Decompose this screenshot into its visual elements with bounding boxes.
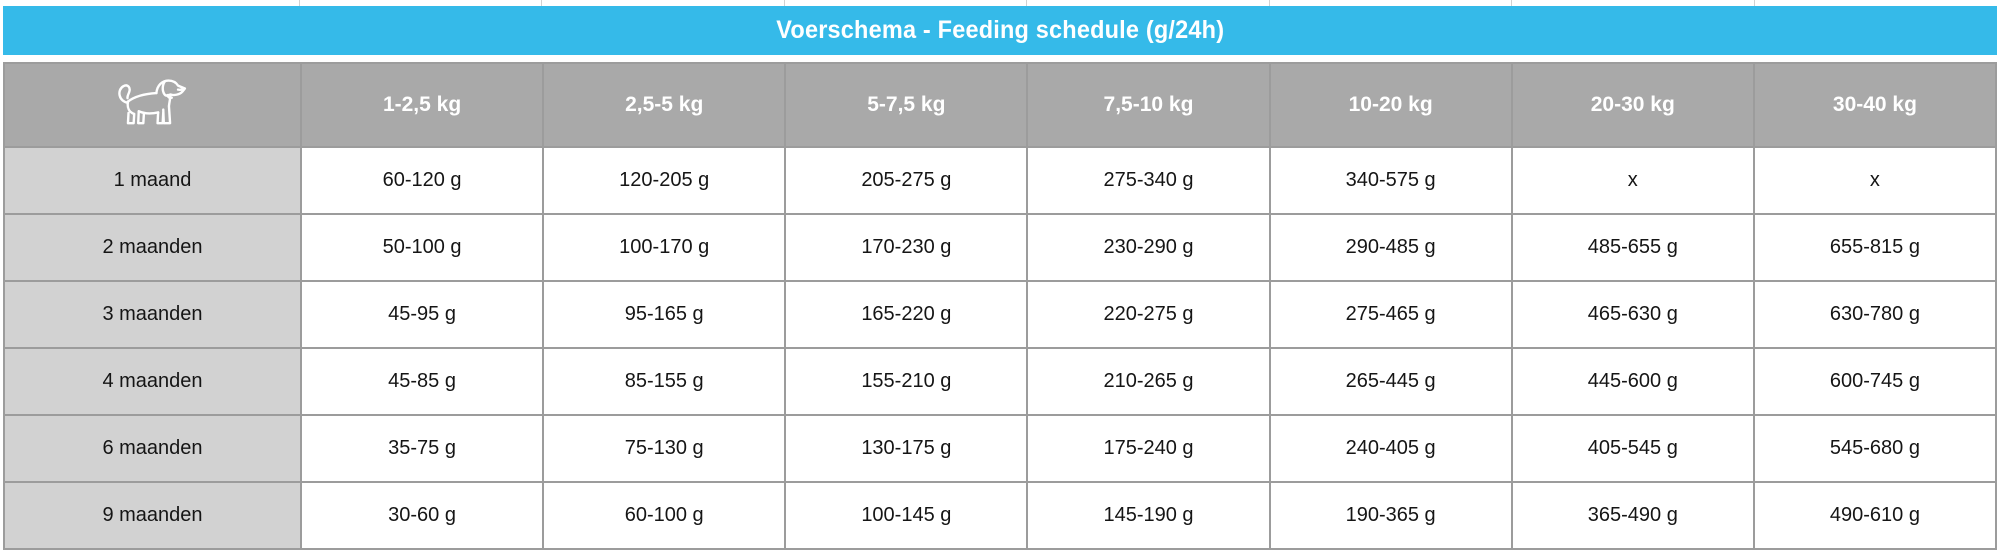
table-row: 6 maanden 35-75 g 75-130 g 130-175 g 175-240… — [3, 414, 1998, 483]
value-cell: 445-600 g — [1510, 347, 1755, 416]
value-cell: 175-240 g — [1026, 414, 1271, 483]
value-cell: 240-405 g — [1268, 414, 1513, 483]
value-cell: 165-220 g — [784, 280, 1029, 349]
column-header: 5-7,5 kg — [784, 62, 1029, 148]
corner-cell — [3, 62, 302, 148]
value-cell: 485-655 g — [1510, 213, 1755, 282]
value-cell: 275-340 g — [1026, 146, 1271, 215]
value-cell: 75-130 g — [542, 414, 787, 483]
value-cell: 100-170 g — [542, 213, 787, 282]
value-cell: 630-780 g — [1752, 280, 1998, 349]
value-cell: 275-465 g — [1268, 280, 1513, 349]
value-cell: 405-545 g — [1510, 414, 1755, 483]
row-label-cell: 6 maanden — [3, 414, 302, 483]
column-header: 1-2,5 kg — [299, 62, 545, 148]
value-cell: 490-610 g — [1752, 481, 1998, 550]
value-cell: x — [1510, 146, 1755, 215]
value-cell: 155-210 g — [784, 347, 1029, 416]
value-cell: 130-175 g — [784, 414, 1029, 483]
value-cell: 30-60 g — [299, 481, 545, 550]
table-row: 2 maanden 50-100 g 100-170 g 170-230 g 230-2… — [3, 213, 1998, 282]
table-row: 4 maanden 45-85 g 85-155 g 155-210 g 210-265… — [3, 347, 1998, 416]
column-header: 10-20 kg — [1268, 62, 1513, 148]
header-row: 1-2,5 kg 2,5-5 kg 5-7,5 kg 7,5-10 kg 10-20 k… — [3, 62, 1998, 148]
value-cell: 655-815 g — [1752, 213, 1998, 282]
value-cell: 45-95 g — [299, 280, 545, 349]
value-cell: 60-120 g — [299, 146, 545, 215]
value-cell: 60-100 g — [542, 481, 787, 550]
value-cell: 545-680 g — [1752, 414, 1998, 483]
value-cell: 35-75 g — [299, 414, 545, 483]
value-cell: 100-145 g — [784, 481, 1029, 550]
row-label-cell: 1 maand — [3, 146, 302, 215]
row-label-cell: 3 maanden — [3, 280, 302, 349]
value-cell: 170-230 g — [784, 213, 1029, 282]
value-cell: 85-155 g — [542, 347, 787, 416]
row-label-cell: 4 maanden — [3, 347, 302, 416]
value-cell: 465-630 g — [1510, 280, 1755, 349]
row-label-cell: 2 maanden — [3, 213, 302, 282]
value-cell: 365-490 g — [1510, 481, 1755, 550]
table-row: 9 maanden 30-60 g 60-100 g 100-145 g 145-190… — [3, 481, 1998, 550]
value-cell: x — [1752, 146, 1998, 215]
table-row: 3 maanden 45-95 g 95-165 g 165-220 g 220-275… — [3, 280, 1998, 349]
column-header: 30-40 kg — [1752, 62, 1998, 148]
value-cell: 230-290 g — [1026, 213, 1271, 282]
dog-icon — [6, 74, 299, 136]
value-cell: 50-100 g — [299, 213, 545, 282]
value-cell: 600-745 g — [1752, 347, 1998, 416]
value-cell: 290-485 g — [1268, 213, 1513, 282]
column-header: 20-30 kg — [1510, 62, 1755, 148]
row-label-cell: 9 maanden — [3, 481, 302, 550]
feeding-schedule-table: 1-2,5 kg 2,5-5 kg 5-7,5 kg 7,5-10 kg 10-20 k… — [3, 62, 1998, 550]
value-cell: 120-205 g — [542, 146, 787, 215]
value-cell: 220-275 g — [1026, 280, 1271, 349]
table-row: 1 maand 60-120 g 120-205 g 205-275 g 275-340… — [3, 146, 1998, 215]
column-header: 2,5-5 kg — [542, 62, 787, 148]
value-cell: 265-445 g — [1268, 347, 1513, 416]
value-cell: 145-190 g — [1026, 481, 1271, 550]
table-body: 1 maand 60-120 g 120-205 g 205-275 g 275-340… — [3, 146, 1998, 550]
top-column-ticks — [3, 0, 1997, 6]
table-title: Voerschema - Feeding schedule (g/24h) — [776, 16, 1224, 44]
value-cell: 210-265 g — [1026, 347, 1271, 416]
value-cell: 340-575 g — [1268, 146, 1513, 215]
column-header: 7,5-10 kg — [1026, 62, 1271, 148]
value-cell: 45-85 g — [299, 347, 545, 416]
table-title-bar: Voerschema - Feeding schedule (g/24h) — [3, 6, 1997, 55]
value-cell: 205-275 g — [784, 146, 1029, 215]
value-cell: 190-365 g — [1268, 481, 1513, 550]
title-gap — [3, 55, 1997, 62]
value-cell: 95-165 g — [542, 280, 787, 349]
